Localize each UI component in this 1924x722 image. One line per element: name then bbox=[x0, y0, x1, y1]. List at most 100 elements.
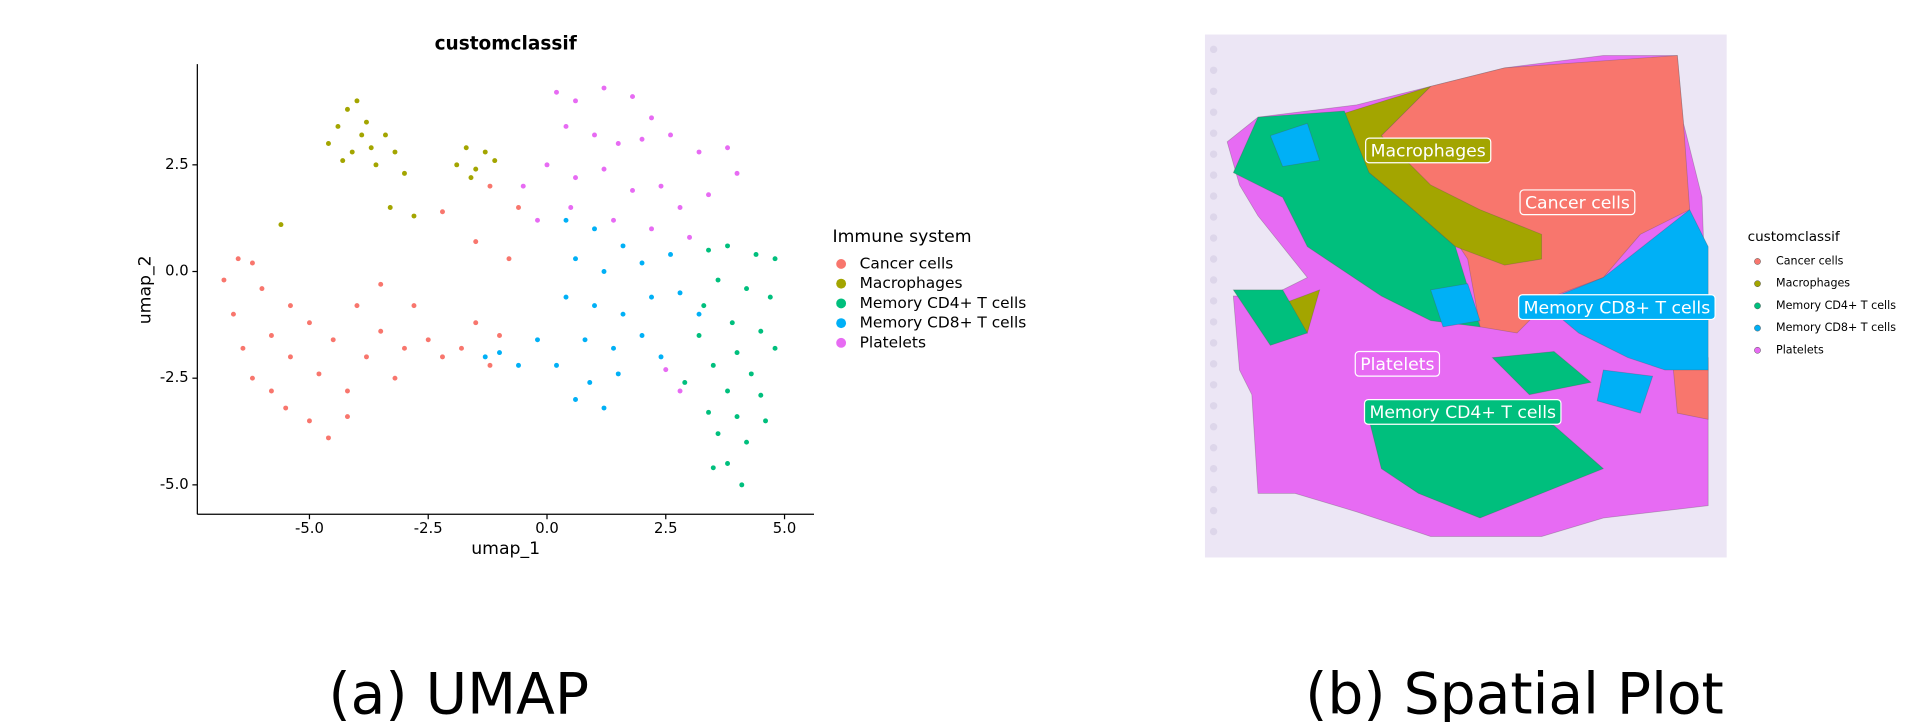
point bbox=[611, 346, 616, 351]
point bbox=[573, 397, 578, 402]
point bbox=[345, 107, 350, 112]
point bbox=[573, 256, 578, 261]
point bbox=[616, 371, 621, 376]
point bbox=[749, 371, 754, 376]
point bbox=[640, 137, 645, 142]
point bbox=[454, 162, 459, 167]
point bbox=[663, 367, 668, 372]
point bbox=[640, 261, 645, 266]
point bbox=[678, 389, 683, 394]
point bbox=[412, 303, 417, 308]
point bbox=[659, 184, 664, 189]
point bbox=[374, 162, 379, 167]
x-tick-label: -5.0 bbox=[295, 520, 324, 537]
annotation-label: Platelets bbox=[1360, 355, 1434, 375]
caption: (b) Spatial Plot bbox=[1305, 662, 1724, 722]
point bbox=[331, 337, 336, 342]
background-spot bbox=[1210, 88, 1217, 95]
x-axis-label: umap_1 bbox=[471, 539, 540, 559]
x-tick-label: -2.5 bbox=[414, 520, 443, 537]
point bbox=[616, 141, 621, 146]
x-tick-label: 0.0 bbox=[535, 520, 559, 537]
point bbox=[535, 218, 540, 223]
legend-swatch bbox=[836, 298, 846, 308]
point bbox=[307, 320, 312, 325]
point bbox=[697, 150, 702, 155]
legend-label: Cancer cells bbox=[1776, 254, 1844, 267]
point bbox=[725, 389, 730, 394]
point bbox=[649, 115, 654, 120]
point bbox=[711, 465, 716, 470]
point bbox=[283, 406, 288, 411]
point bbox=[735, 171, 740, 176]
legend-label: Memory CD4+ T cells bbox=[860, 294, 1027, 312]
point bbox=[402, 171, 407, 176]
y-tick-label: -2.5 bbox=[160, 369, 189, 386]
background-spot bbox=[1210, 130, 1217, 137]
legend-label: Cancer cells bbox=[860, 254, 954, 272]
point bbox=[521, 184, 526, 189]
point bbox=[768, 295, 773, 300]
point bbox=[659, 354, 664, 359]
point bbox=[231, 312, 236, 317]
point bbox=[240, 346, 245, 351]
point bbox=[350, 150, 355, 155]
chart-title: customclassif bbox=[435, 33, 578, 54]
point bbox=[583, 337, 588, 342]
point bbox=[611, 218, 616, 223]
point bbox=[725, 461, 730, 466]
point bbox=[735, 350, 740, 355]
point bbox=[592, 226, 597, 231]
legend-swatch bbox=[836, 259, 846, 269]
background-spot bbox=[1210, 255, 1217, 262]
point bbox=[535, 337, 540, 342]
point bbox=[221, 278, 226, 283]
point bbox=[345, 414, 350, 419]
point bbox=[278, 222, 283, 227]
point bbox=[383, 133, 388, 138]
point bbox=[568, 205, 573, 210]
point bbox=[483, 150, 488, 155]
point bbox=[269, 333, 274, 338]
point bbox=[307, 418, 312, 423]
point bbox=[602, 406, 607, 411]
point bbox=[507, 256, 512, 261]
point bbox=[701, 303, 706, 308]
point bbox=[716, 431, 721, 436]
background-spot bbox=[1210, 360, 1217, 367]
point bbox=[250, 376, 255, 381]
point bbox=[426, 337, 431, 342]
point bbox=[402, 346, 407, 351]
point bbox=[730, 320, 735, 325]
point bbox=[269, 389, 274, 394]
point bbox=[649, 295, 654, 300]
point bbox=[706, 410, 711, 415]
point bbox=[259, 286, 264, 291]
background-spot bbox=[1210, 444, 1217, 451]
y-tick-label: -5.0 bbox=[160, 476, 189, 493]
point bbox=[564, 218, 569, 223]
point bbox=[739, 482, 744, 487]
legend-label: Memory CD8+ T cells bbox=[1776, 321, 1896, 334]
point bbox=[697, 333, 702, 338]
point bbox=[516, 205, 521, 210]
point bbox=[288, 303, 293, 308]
point bbox=[758, 329, 763, 334]
point bbox=[592, 303, 597, 308]
legend-title: Immune system bbox=[833, 227, 972, 247]
point bbox=[773, 256, 778, 261]
point bbox=[288, 354, 293, 359]
legend-label: Platelets bbox=[860, 333, 926, 351]
point bbox=[564, 124, 569, 129]
y-axis-label: umap_2 bbox=[136, 255, 156, 324]
point bbox=[488, 363, 493, 368]
point bbox=[316, 371, 321, 376]
background-spot bbox=[1210, 67, 1217, 74]
y-tick-label: 2.5 bbox=[165, 156, 189, 173]
point bbox=[469, 175, 474, 180]
point bbox=[340, 158, 345, 163]
legend-label: Macrophages bbox=[860, 274, 963, 292]
legend-swatch bbox=[836, 279, 846, 289]
point bbox=[621, 312, 626, 317]
legend-swatch bbox=[836, 338, 846, 348]
